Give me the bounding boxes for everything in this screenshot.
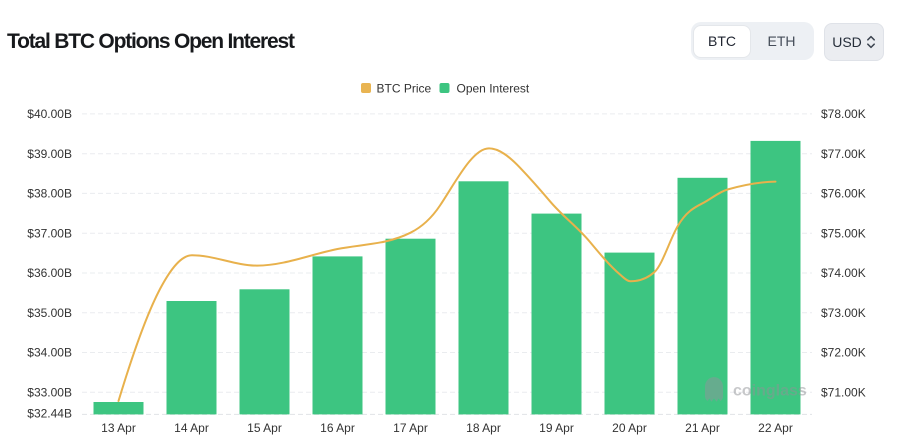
svg-text:$38.00B: $38.00B xyxy=(27,187,72,201)
svg-text:$36.00B: $36.00B xyxy=(27,266,72,280)
svg-text:BTC Price: BTC Price xyxy=(377,82,432,96)
svg-text:13 Apr: 13 Apr xyxy=(101,421,136,435)
svg-text:14 Apr: 14 Apr xyxy=(174,421,209,435)
svg-text:$75.00K: $75.00K xyxy=(821,226,866,240)
svg-text:19 Apr: 19 Apr xyxy=(539,421,574,435)
svg-text:$74.00K: $74.00K xyxy=(821,266,866,280)
svg-text:17 Apr: 17 Apr xyxy=(393,421,428,435)
svg-text:$40.00B: $40.00B xyxy=(27,107,72,121)
svg-text:$33.00B: $33.00B xyxy=(27,385,72,399)
svg-text:20 Apr: 20 Apr xyxy=(612,421,647,435)
svg-text:$35.00B: $35.00B xyxy=(27,306,72,320)
svg-text:$72.00K: $72.00K xyxy=(821,346,866,360)
svg-text:Open Interest: Open Interest xyxy=(457,82,530,96)
svg-text:$32.44B: $32.44B xyxy=(27,406,72,420)
svg-text:$71.00K: $71.00K xyxy=(821,385,866,399)
svg-text:$39.00B: $39.00B xyxy=(27,147,72,161)
svg-text:$76.00K: $76.00K xyxy=(821,187,866,201)
svg-text:$77.00K: $77.00K xyxy=(821,147,866,161)
svg-text:16 Apr: 16 Apr xyxy=(320,421,355,435)
svg-text:$37.00B: $37.00B xyxy=(27,226,72,240)
svg-text:15 Apr: 15 Apr xyxy=(247,421,282,435)
svg-text:$34.00B: $34.00B xyxy=(27,346,72,360)
svg-text:18 Apr: 18 Apr xyxy=(466,421,501,435)
svg-text:$78.00K: $78.00K xyxy=(821,107,866,121)
svg-text:coinglass: coinglass xyxy=(733,383,807,400)
svg-text:21 Apr: 21 Apr xyxy=(685,421,720,435)
svg-text:22 Apr: 22 Apr xyxy=(758,421,793,435)
svg-text:$73.00K: $73.00K xyxy=(821,306,866,320)
